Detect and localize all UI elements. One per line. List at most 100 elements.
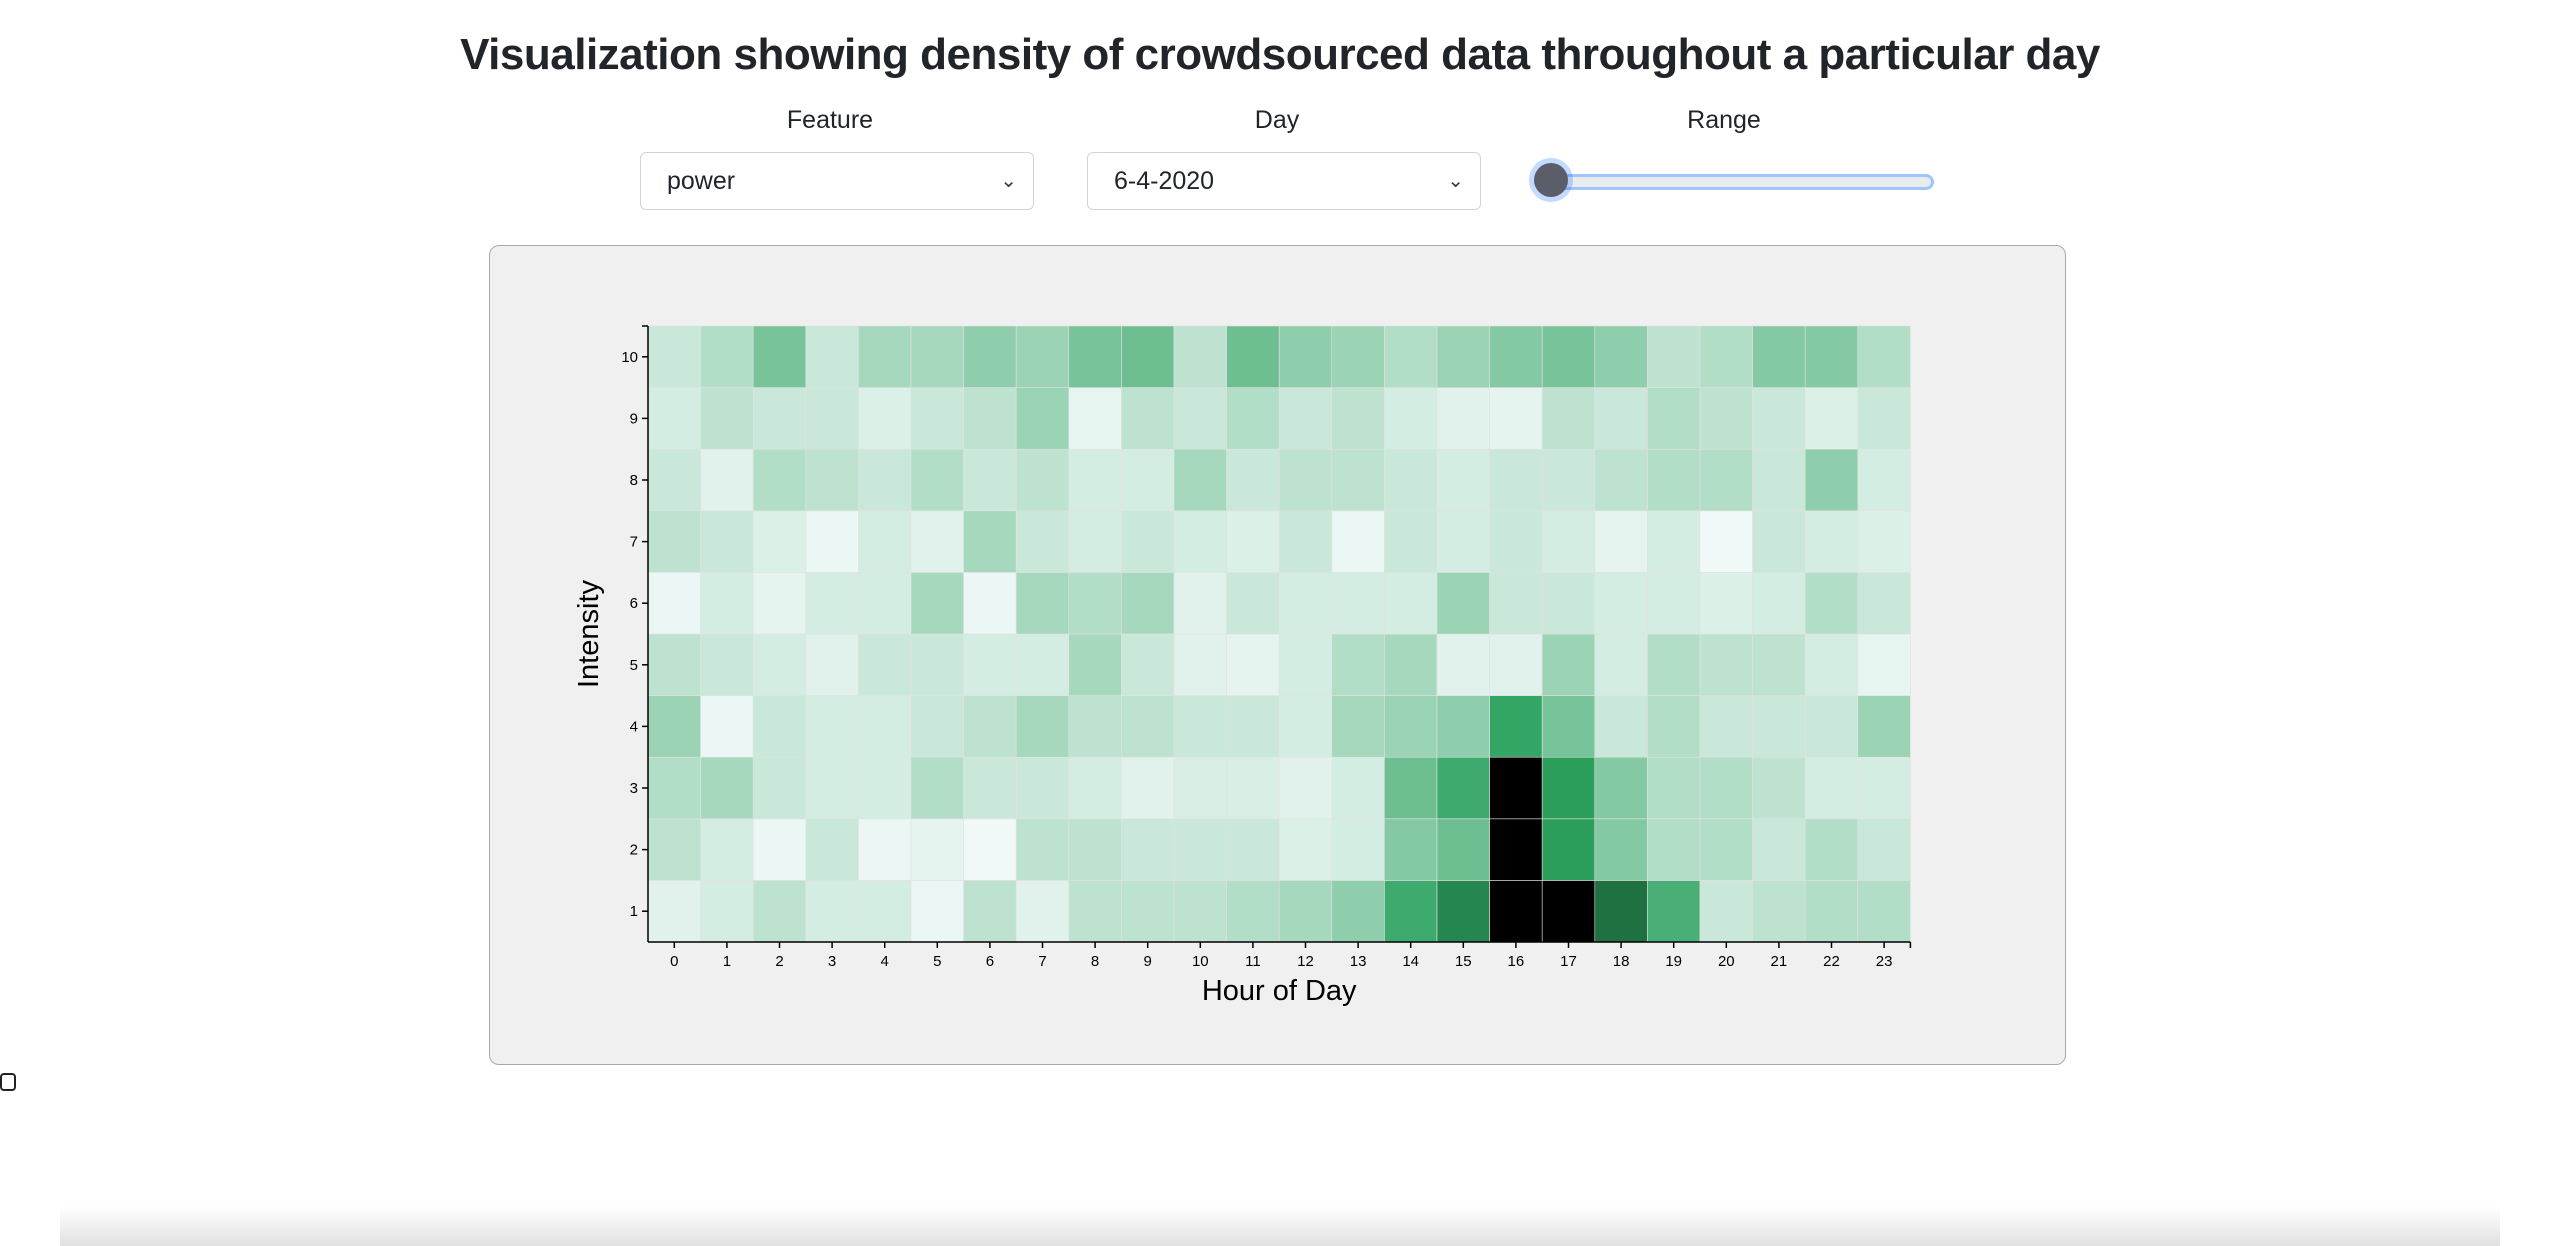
heatmap-cell [1489, 818, 1543, 881]
heatmap-cell [1226, 325, 1280, 388]
heatmap-cell [858, 633, 912, 696]
heatmap-cell [1331, 695, 1385, 758]
heatmap-cell [1068, 756, 1122, 820]
range-label: Range [1687, 106, 1761, 134]
heatmap-cell [1173, 572, 1227, 635]
heatmap-cell [1489, 756, 1543, 820]
heatmap-cell [1173, 880, 1227, 943]
heatmap-cell [1278, 818, 1333, 881]
y-tick-label: 4 [630, 718, 638, 735]
heatmap-cell [1068, 510, 1122, 573]
y-tick-label: 8 [630, 472, 638, 489]
heatmap-cell [1278, 448, 1333, 512]
heatmap-cell [1121, 325, 1175, 388]
heatmap-cell [1647, 448, 1701, 512]
heatmap-cell [805, 448, 859, 512]
heatmap-cell [858, 448, 912, 512]
heatmap-cell [1857, 695, 1911, 758]
heatmap-cell [1857, 633, 1911, 696]
range-slider-thumb[interactable] [1534, 163, 1568, 197]
heatmap-cell [1173, 510, 1227, 573]
x-tick-label: 9 [1144, 953, 1152, 970]
heatmap-cell [1436, 387, 1490, 450]
x-tick-label: 20 [1718, 953, 1735, 970]
heatmap-cell [1541, 880, 1596, 943]
heatmap-cell [1699, 572, 1753, 635]
heatmap-chart: 0 1 2 3 4 5 6 7 8 9 10 11 12 13 14 15 16 17 18 19 20 21 22 2312… [573, 325, 1912, 1007]
heatmap-cell [1647, 880, 1701, 943]
heatmap-cell [1647, 387, 1701, 450]
heatmap-cell [1278, 387, 1333, 450]
heatmap-cell [858, 572, 912, 635]
heatmap-cell [1331, 387, 1385, 450]
heatmap-cell [1384, 387, 1438, 450]
heatmap-cell [700, 756, 754, 820]
heatmap-cell [1857, 572, 1911, 635]
heatmap-cell [805, 633, 859, 696]
heatmap-cell [1857, 510, 1911, 573]
heatmap-cell [1541, 387, 1596, 450]
heatmap-cell [1752, 448, 1806, 512]
y-tick-label: 5 [630, 657, 638, 674]
heatmap-cell [1699, 633, 1753, 696]
square-icon [0, 1073, 16, 1091]
heatmap-cell [1804, 387, 1859, 450]
heatmap-cell [1173, 756, 1227, 820]
heatmap-cell [1278, 756, 1333, 820]
x-axis-title: Hour of Day [1202, 975, 1357, 1007]
chevron-down-icon: ⌄ [1000, 170, 1017, 192]
y-tick-label: 7 [630, 534, 638, 551]
heatmap-cell [1541, 448, 1596, 512]
heatmap-cell [910, 572, 964, 635]
page-title: Visualization showing density of crowdso… [460, 30, 2100, 79]
heatmap-cell [1594, 695, 1648, 758]
heatmap-cell [858, 818, 912, 881]
range-slider-track[interactable] [1534, 174, 1934, 190]
heatmap-cell [700, 880, 754, 943]
heatmap-cell [700, 633, 754, 696]
heatmap-cell [1489, 387, 1543, 450]
heatmap-cell [1594, 880, 1648, 943]
heatmap-cell [1699, 818, 1753, 881]
heatmap-cell [752, 756, 807, 820]
heatmap-cell [1278, 695, 1333, 758]
x-tick-label: 12 [1297, 953, 1314, 970]
heatmap-cell [858, 510, 912, 573]
heatmap-cell [910, 387, 964, 450]
heatmap-cell [1804, 325, 1859, 388]
heatmap-cell [647, 387, 701, 450]
heatmap-cell [963, 448, 1017, 512]
heatmap-cell [1647, 695, 1701, 758]
heatmap-cell [1068, 695, 1122, 758]
heatmap-cell [963, 325, 1017, 388]
y-tick-label: 2 [630, 842, 638, 859]
heatmap-cell [858, 880, 912, 943]
x-tick-label: 13 [1350, 953, 1367, 970]
heatmap-cell [1068, 325, 1122, 388]
feature-select[interactable]: power ⌄ [640, 152, 1034, 210]
heatmap-cell [1331, 880, 1385, 943]
heatmap-cell [1015, 510, 1070, 573]
heatmap-cell [805, 695, 859, 758]
heatmap-cell [1384, 880, 1438, 943]
heatmap-cell [1594, 510, 1648, 573]
heatmap-cell [1804, 510, 1859, 573]
heatmap-cell [805, 756, 859, 820]
heatmap-cell [1436, 325, 1490, 388]
heatmap-cell [1857, 387, 1911, 450]
day-select[interactable]: 6-4-2020 ⌄ [1087, 152, 1481, 210]
heatmap-cell [1015, 880, 1070, 943]
heatmap-cell [700, 387, 754, 450]
heatmap-cell [1015, 387, 1070, 450]
heatmap-cell [647, 572, 701, 635]
heatmap-cell [1489, 695, 1543, 758]
chevron-down-icon: ⌄ [1447, 170, 1464, 192]
x-tick-label: 22 [1823, 953, 1840, 970]
heatmap-cell [1647, 818, 1701, 881]
heatmap-cell [910, 325, 964, 388]
heatmap-cell [1121, 633, 1175, 696]
heatmap-cell [1699, 325, 1753, 388]
x-tick-label: 11 [1245, 953, 1261, 970]
heatmap-cell [700, 695, 754, 758]
